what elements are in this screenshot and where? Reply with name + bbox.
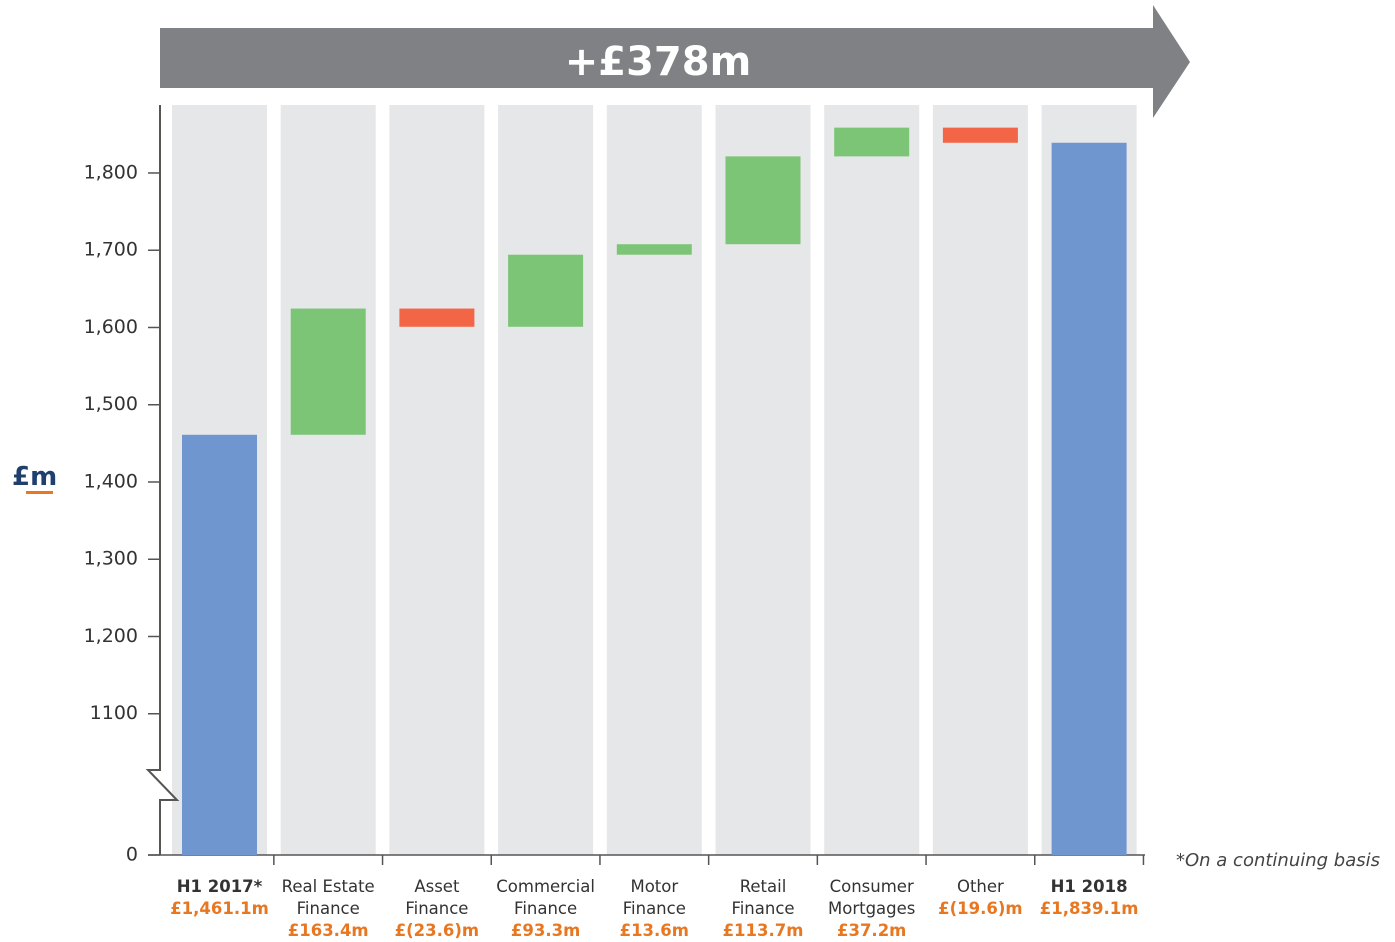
x-tick-label: Consumer Mortgages bbox=[827, 877, 916, 918]
bar bbox=[834, 127, 910, 157]
x-label-group: Real Estate Finance £163.4m bbox=[274, 876, 382, 942]
y-tick-label: 1,400 bbox=[84, 470, 138, 492]
x-tick-label: H1 2018 bbox=[1050, 877, 1128, 896]
value-label: £13.6m bbox=[619, 921, 689, 940]
value-label: £1,839.1m bbox=[1039, 899, 1139, 918]
y-tick-label: 1,600 bbox=[84, 316, 138, 338]
x-label-group: H1 2018 £1,839.1m bbox=[1035, 876, 1143, 920]
y-tick-label: 1,700 bbox=[84, 239, 138, 261]
banner-text: +£378m bbox=[565, 39, 752, 85]
x-tick-label: Asset Finance bbox=[405, 877, 469, 918]
value-label: £37.2m bbox=[836, 921, 907, 940]
bar bbox=[290, 308, 366, 435]
footnote: *On a continuing basis bbox=[1176, 850, 1381, 871]
value-label: £93.3m bbox=[510, 921, 581, 940]
column-background bbox=[606, 105, 702, 855]
value-label: £1,461.1m bbox=[170, 899, 269, 918]
x-tick-label: Other bbox=[956, 877, 1004, 896]
bar bbox=[616, 244, 692, 255]
x-label-group: Consumer Mortgages £37.2m bbox=[818, 876, 926, 942]
value-label: £(19.6)m bbox=[938, 899, 1023, 918]
x-tick-label: Retail Finance bbox=[731, 877, 795, 918]
column-background bbox=[932, 105, 1028, 855]
bar bbox=[1051, 142, 1127, 855]
y-tick-label: 0 bbox=[126, 844, 138, 866]
y-tick-label: 1,200 bbox=[84, 625, 138, 647]
column-background bbox=[498, 105, 594, 855]
x-tick-label: Motor Finance bbox=[622, 877, 686, 918]
column-background bbox=[389, 105, 485, 855]
y-axis-label: £m bbox=[12, 462, 58, 494]
value-label: £(23.6)m bbox=[394, 921, 480, 940]
x-label-group: Motor Finance £13.6m bbox=[600, 876, 708, 942]
x-label-group: Retail Finance £113.7m bbox=[709, 876, 817, 942]
bar bbox=[725, 156, 801, 245]
bar bbox=[942, 127, 1018, 143]
bar bbox=[182, 434, 257, 855]
y-axis bbox=[145, 105, 180, 855]
banner-arrow bbox=[160, 5, 1190, 118]
x-tick-label: Commercial Finance bbox=[496, 877, 595, 918]
x-label-group: Other £(19.6)m bbox=[926, 876, 1034, 920]
x-tick-label: H1 2017* bbox=[176, 877, 263, 896]
bar bbox=[508, 254, 584, 327]
x-label-group: H1 2017* £1,461.1m bbox=[166, 876, 274, 920]
value-label: £113.7m bbox=[722, 921, 804, 940]
y-tick-label: 1100 bbox=[90, 702, 138, 724]
column-background bbox=[824, 105, 920, 855]
x-label-group: Asset Finance £(23.6)m bbox=[383, 876, 491, 942]
column-background bbox=[280, 105, 376, 855]
x-label-group: Commercial Finance £93.3m bbox=[492, 876, 600, 942]
x-tick-label: Real Estate Finance bbox=[281, 877, 375, 918]
y-tick-label: 1,500 bbox=[84, 393, 138, 415]
value-label: £163.4m bbox=[287, 921, 369, 940]
bar bbox=[399, 308, 475, 327]
y-tick-label: 1,300 bbox=[84, 548, 138, 570]
y-tick-label: 1,800 bbox=[84, 161, 138, 183]
